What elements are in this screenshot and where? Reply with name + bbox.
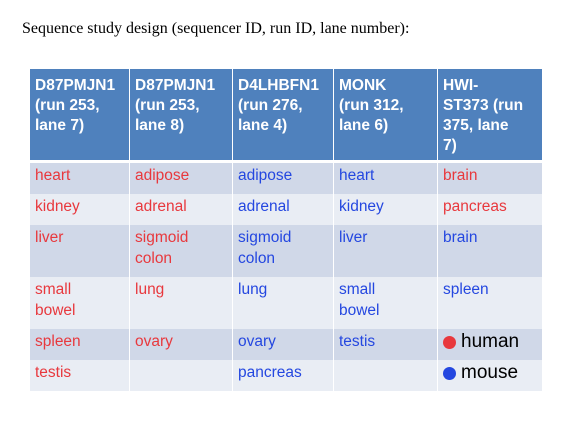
tissue-label: adipose: [238, 167, 293, 184]
table-cell: pancreas: [233, 360, 334, 391]
study-design-table: D87PMJN1 (run 253, lane 7) D87PMJN1 (run…: [30, 69, 542, 391]
table-cell: liver: [30, 225, 130, 277]
legend-dot-mouse-icon: [443, 366, 456, 380]
table-cell: adrenal: [233, 194, 334, 225]
tissue-label: heart: [35, 167, 71, 184]
table-cell: liver: [334, 225, 438, 277]
table-cell: brain: [438, 163, 542, 194]
table-cell: ovary: [130, 329, 233, 360]
table-cell: testis: [30, 360, 130, 391]
table-cell: adipose: [130, 163, 233, 194]
tissue-label: small bowel: [35, 281, 76, 319]
table-cell: spleen: [438, 277, 542, 329]
header-row: D87PMJN1 (run 253, lane 7) D87PMJN1 (run…: [30, 69, 542, 163]
table-row: heart adipose adipose heart brain: [30, 163, 542, 194]
header-cell: D4LHBFN1 (run 276, lane 4): [233, 69, 334, 163]
table-cell: sigmoid colon: [233, 225, 334, 277]
tissue-label: liver: [35, 229, 64, 246]
table-cell: lung: [233, 277, 334, 329]
table-cell: sigmoid colon: [130, 225, 233, 277]
tissue-label: sigmoid colon: [135, 229, 189, 267]
table-cell: [130, 360, 233, 391]
tissue-label: testis: [35, 364, 72, 381]
legend-item-mouse: mouse: [443, 362, 518, 384]
table-cell: ovary: [233, 329, 334, 360]
tissue-label: kidney: [339, 198, 384, 215]
legend-item-human: human: [443, 331, 519, 353]
tissue-label: ovary: [135, 333, 173, 350]
legend-dot-human-icon: [443, 335, 456, 349]
tissue-label: ovary: [238, 333, 276, 350]
table-cell: pancreas: [438, 194, 542, 225]
table-row: small bowel lung lung small bowel spleen: [30, 277, 542, 329]
tissue-label: spleen: [443, 281, 489, 298]
table-cell: small bowel: [30, 277, 130, 329]
tissue-label: liver: [339, 229, 368, 246]
header-label: D87PMJN1 (run 253, lane 8): [135, 77, 216, 134]
tissue-label: pancreas: [443, 198, 507, 215]
tissue-label: adrenal: [135, 198, 187, 215]
header-cell: MONK (run 312, lane 6): [334, 69, 438, 163]
table-cell: small bowel: [334, 277, 438, 329]
table-cell: heart: [30, 163, 130, 194]
header-label: D4LHBFN1 (run 276, lane 4): [238, 77, 319, 134]
table-cell: brain: [438, 225, 542, 277]
tissue-label: adipose: [135, 167, 190, 184]
table-cell: [334, 360, 438, 391]
header-cell: D87PMJN1 (run 253, lane 7): [30, 69, 130, 163]
header-cell: HWI- ST373 (run 375, lane 7): [438, 69, 542, 163]
tissue-label: brain: [443, 167, 478, 184]
table-cell: testis: [334, 329, 438, 360]
table-row: spleen ovary ovary testis human: [30, 329, 542, 360]
table-cell: adrenal: [130, 194, 233, 225]
table-cell: kidney: [30, 194, 130, 225]
page-title: Sequence study design (sequencer ID, run…: [22, 20, 410, 37]
tissue-label: testis: [339, 333, 376, 350]
tissue-label: pancreas: [238, 364, 302, 381]
tissue-label: sigmoid colon: [238, 229, 292, 267]
header-label: HWI- ST373 (run 375, lane 7): [443, 77, 524, 154]
table-cell: kidney: [334, 194, 438, 225]
legend-label: human: [461, 331, 520, 352]
tissue-label: spleen: [35, 333, 81, 350]
table-row: liver sigmoid colon sigmoid colon liver brai…: [30, 225, 542, 277]
table-cell: adipose: [233, 163, 334, 194]
tissue-label: lung: [135, 281, 165, 298]
table-cell: mouse: [438, 360, 542, 391]
tissue-label: small bowel: [339, 281, 380, 319]
header-label: MONK (run 312, lane 6): [339, 77, 404, 134]
table-cell: human: [438, 329, 542, 360]
tissue-label: brain: [443, 229, 478, 246]
table-cell: heart: [334, 163, 438, 194]
table-row: testis pancreas mouse: [30, 360, 542, 391]
tissue-label: adrenal: [238, 198, 290, 215]
table-cell: spleen: [30, 329, 130, 360]
tissue-label: heart: [339, 167, 375, 184]
header-label: D87PMJN1 (run 253, lane 7): [35, 77, 116, 134]
tissue-label: kidney: [35, 198, 80, 215]
legend-label: mouse: [461, 362, 519, 383]
tissue-label: lung: [238, 281, 268, 298]
table-row: kidney adrenal adrenal kidney pancreas: [30, 194, 542, 225]
header-cell: D87PMJN1 (run 253, lane 8): [130, 69, 233, 163]
table-cell: lung: [130, 277, 233, 329]
